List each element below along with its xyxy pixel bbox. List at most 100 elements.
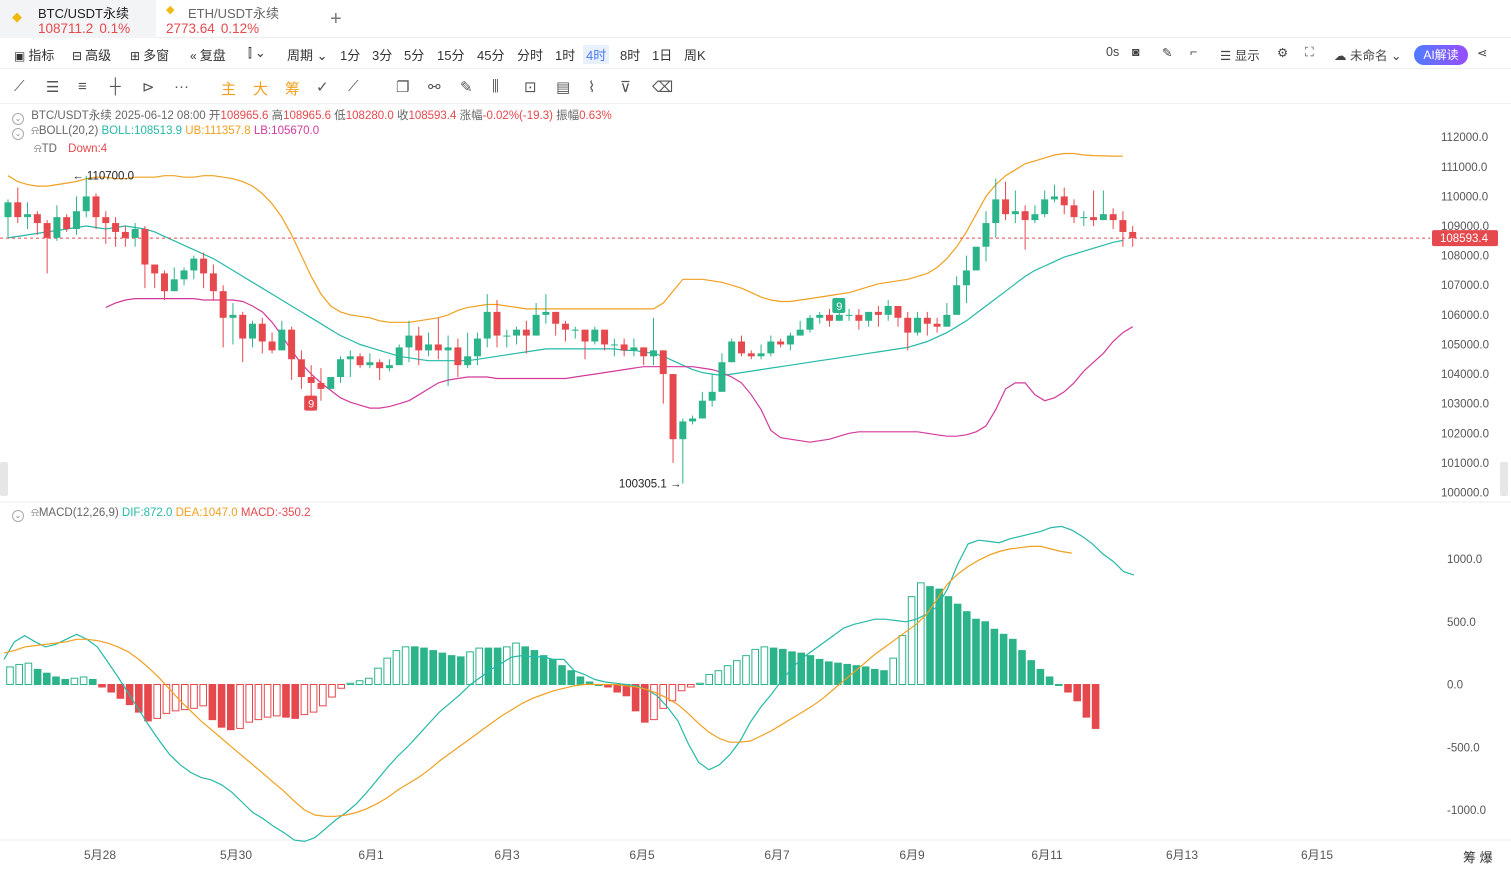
time-axis-tick: 6月5 [629,848,655,862]
current-price-label: 108593.4 [1440,233,1489,245]
candle-body [738,341,745,354]
big-order-button[interactable]: 大 [253,81,269,98]
candle-body [601,329,609,345]
display-button[interactable]: ☰ 显示 [1220,45,1260,64]
macd-histogram-bar [144,684,152,722]
interval-8h[interactable]: 8时 [620,48,641,63]
macd-histogram-bar [52,676,60,685]
candle-body [1090,217,1098,221]
period-dropdown[interactable]: 周期 ⌄ [287,45,328,64]
bookmark-icon[interactable]: ⌐ [1190,45,1198,59]
macd-histogram-bar [1064,684,1072,693]
macd-histogram-bar [392,650,401,685]
price-chart-svg[interactable]: 112000.0 111000.0 110000.0 109000.0 108000.0… [0,104,1511,872]
collapse-icon[interactable]: ⌄ [12,128,24,140]
tab-btc-usdt[interactable]: ◆ BTC/USDT永续 108711.2 0.1% [0,0,156,38]
macd-histogram-bar [61,678,70,685]
candle-type-icon: ⫿ [248,46,252,60]
advanced-button[interactable]: ⊟ 高级 [72,45,111,64]
interval-45m[interactable]: 45分 [477,48,505,63]
brush-icon[interactable]: ⌇ [588,79,596,96]
interval-4h[interactable]: 4时 [583,45,610,64]
candle-body [444,347,452,351]
link-icon[interactable]: ⚯ [428,79,441,96]
macd-histogram-bar [558,665,566,685]
td-buy-marker [832,297,846,313]
legend-open-label: 开 [208,110,221,122]
candle-body [395,347,403,366]
pencil-icon[interactable]: ✎ [1162,46,1173,60]
time-axis-tick: 6月13 [1166,848,1198,862]
candle-body [816,314,824,318]
multi-window-button[interactable]: ⊞ 多窗 [130,45,169,64]
candle-body [346,356,354,360]
macd-histogram-bar [530,650,539,685]
tab-eth-usdt[interactable]: ◆ ETH/USDT永续 2773.64 0.12% [160,0,320,38]
macd-histogram-bar [15,663,23,685]
interval-1m[interactable]: 1分 [340,48,361,63]
candle-compare-icon[interactable]: ⫼ [492,78,499,95]
chart-type-button[interactable]: ⫿ ⌄ [248,45,266,61]
add-tab-button[interactable]: + [330,8,342,30]
macd-histogram-bar [1055,684,1063,686]
macd-histogram-bar [834,662,842,685]
trend-line-icon[interactable]: ⟋ [14,78,25,95]
time-axis-tick: 5月28 [84,848,116,862]
copy-icon[interactable]: ❐ [396,79,410,96]
macd-histogram-bar [273,684,281,717]
ai-interpret-button[interactable]: AI解读 [1414,45,1468,65]
macd-histogram-bar [420,647,428,685]
edit-icon[interactable]: ✎ [460,79,473,96]
note-icon[interactable]: ▤ [556,79,571,96]
interval-5m[interactable]: 5分 [404,48,425,63]
macd-histogram-bar [355,680,364,685]
candle-body [405,335,413,348]
chart-area[interactable]: 112000.0 111000.0 110000.0 109000.0 108000.0… [0,104,1511,872]
interval-15m[interactable]: 15分 [437,48,465,63]
td-sell-label: 9 [308,399,314,411]
bottom-right-chips[interactable]: 筹 爆 [1463,847,1493,866]
macd-dea-value: DEA:1047.0 [175,507,238,519]
macd-histogram-bar [714,670,723,686]
settings-gear-icon[interactable]: ⚙ [1277,46,1289,60]
magnet-icon[interactable]: ✓ [316,79,329,96]
fullscreen-icon[interactable]: ⛶ [1305,45,1314,59]
replay-button[interactable]: «复盘 [190,45,226,64]
measure-icon[interactable]: ⟋ [348,78,359,95]
chip-distribution-button[interactable]: 筹 [285,81,301,98]
indicators-button[interactable]: ▣ 指标 [14,45,54,64]
collapse-icon[interactable]: ⌄ [12,510,24,522]
candle-body [131,228,139,238]
bell-icon[interactable]: ⍾ [31,507,39,519]
trash-icon[interactable]: ⌫ [652,79,674,96]
candle-body [1080,217,1088,219]
lock-icon[interactable]: ⊡ [524,79,537,96]
multi-window-label: 多窗 [143,48,170,63]
camera-icon[interactable]: ◙ [1132,45,1140,59]
candle-body [307,377,315,383]
candle-body [855,314,863,321]
arrow-tool-icon[interactable]: ⊳ [142,79,155,96]
binance-coin-icon: ◆ [12,9,22,24]
bell-icon[interactable]: ⍾ [31,125,39,137]
macd-histogram-bar [245,684,253,723]
interval-timeshare[interactable]: 分时 [517,48,544,63]
interval-week[interactable]: 周K [684,48,706,63]
main-chip-button[interactable]: 主 [221,81,237,98]
interval-1h[interactable]: 1时 [555,48,576,63]
horizontal-line-icon[interactable]: ┼ [110,78,121,95]
bell-icon[interactable]: ⍾ [34,143,42,155]
macd-histogram-bar [512,642,520,686]
filter-icon[interactable]: ⊽ [620,79,631,96]
parallel-lines-icon[interactable]: ☰ [46,79,60,96]
candle-body [962,270,970,286]
share-icon[interactable]: ⋖ [1477,46,1488,60]
left-scroll-handle[interactable] [0,462,8,496]
right-scroll-handle[interactable] [1500,462,1508,496]
more-tools-icon[interactable]: ··· [174,78,189,95]
layout-name-dropdown[interactable]: ☁ 未命名 ⌄ [1334,45,1401,64]
interval-3m[interactable]: 3分 [372,48,393,63]
fib-lines-icon[interactable]: ≡ [78,78,87,95]
collapse-icon[interactable]: ⌄ [12,113,24,125]
interval-1d[interactable]: 1日 [652,48,673,63]
